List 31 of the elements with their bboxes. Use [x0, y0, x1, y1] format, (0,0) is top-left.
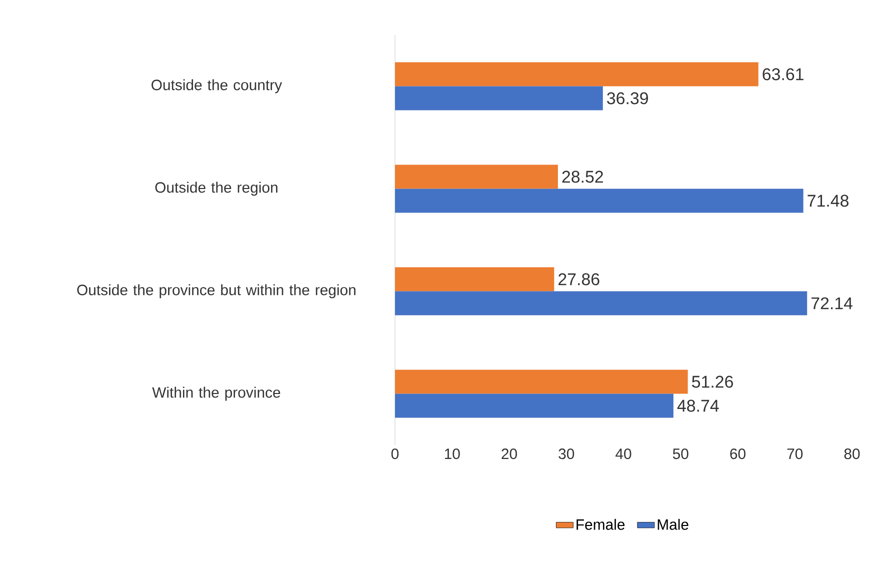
y-tick-label: Within the province [152, 386, 280, 401]
y-tick-label: Outside the country [152, 79, 282, 94]
x-tick-label: 70 [787, 448, 803, 460]
bar [395, 188, 804, 213]
data-label: 71.48 [808, 194, 848, 207]
bar [395, 164, 558, 189]
x-tick-label: 40 [616, 448, 632, 460]
x-tick-label: 50 [672, 448, 688, 460]
data-label: 51.26 [692, 376, 733, 388]
data-label: 28.52 [562, 170, 603, 183]
data-label: 36.39 [607, 92, 648, 104]
legend-label: Male [658, 518, 688, 530]
data-label: 63.61 [762, 68, 804, 80]
data-label: 27.86 [558, 273, 600, 286]
x-tick-label: 30 [558, 448, 574, 460]
legend-label: Female [576, 518, 625, 530]
data-label: 48.74 [677, 400, 719, 412]
x-tick-label: 60 [730, 448, 746, 460]
bar [395, 394, 674, 418]
x-tick-label: 10 [444, 448, 460, 460]
x-tick-label: 0 [391, 448, 399, 460]
x-tick-label: 80 [844, 448, 860, 460]
bar [395, 62, 758, 86]
y-tick-label: Outside the region [155, 182, 278, 196]
bar [395, 267, 554, 292]
data-label: 72.14 [811, 297, 852, 310]
x-tick-label: 20 [502, 448, 517, 460]
y-tick-label: Outside the province but within the region [77, 284, 356, 298]
bar [395, 291, 808, 316]
bar [395, 370, 688, 394]
bar [395, 86, 603, 110]
